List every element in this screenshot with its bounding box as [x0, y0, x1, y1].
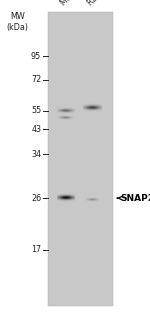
- FancyBboxPatch shape: [48, 12, 112, 306]
- Text: 34: 34: [31, 150, 41, 159]
- Text: MW
(kDa): MW (kDa): [6, 12, 28, 32]
- Text: SNAP23: SNAP23: [121, 194, 150, 202]
- Text: 26: 26: [31, 194, 41, 202]
- Text: 95: 95: [31, 52, 41, 61]
- Text: 43: 43: [31, 125, 41, 134]
- Text: 17: 17: [31, 245, 41, 254]
- Text: Mouse brain: Mouse brain: [59, 0, 99, 8]
- Text: 55: 55: [31, 106, 41, 115]
- Text: 72: 72: [31, 75, 41, 84]
- Text: Rat brain: Rat brain: [86, 0, 117, 8]
